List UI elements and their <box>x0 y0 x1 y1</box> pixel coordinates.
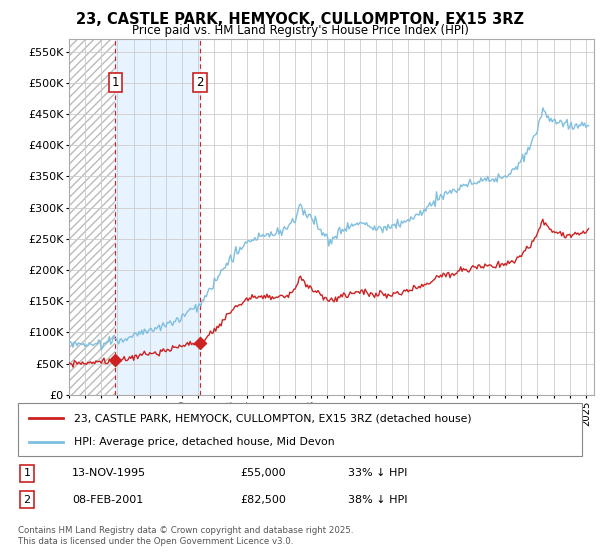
Text: 23, CASTLE PARK, HEMYOCK, CULLOMPTON, EX15 3RZ (detached house): 23, CASTLE PARK, HEMYOCK, CULLOMPTON, EX… <box>74 413 472 423</box>
Text: 38% ↓ HPI: 38% ↓ HPI <box>348 494 407 505</box>
Text: 2: 2 <box>23 494 31 505</box>
Text: 1: 1 <box>23 468 31 478</box>
Text: HPI: Average price, detached house, Mid Devon: HPI: Average price, detached house, Mid … <box>74 436 335 446</box>
Text: 23, CASTLE PARK, HEMYOCK, CULLOMPTON, EX15 3RZ: 23, CASTLE PARK, HEMYOCK, CULLOMPTON, EX… <box>76 12 524 27</box>
Text: Price paid vs. HM Land Registry's House Price Index (HPI): Price paid vs. HM Land Registry's House … <box>131 24 469 36</box>
Text: 1: 1 <box>112 76 119 90</box>
Text: 13-NOV-1995: 13-NOV-1995 <box>72 468 146 478</box>
Text: 33% ↓ HPI: 33% ↓ HPI <box>348 468 407 478</box>
Text: 2: 2 <box>196 76 203 90</box>
Text: 08-FEB-2001: 08-FEB-2001 <box>72 494 143 505</box>
Text: Contains HM Land Registry data © Crown copyright and database right 2025.
This d: Contains HM Land Registry data © Crown c… <box>18 526 353 546</box>
Text: £55,000: £55,000 <box>240 468 286 478</box>
FancyBboxPatch shape <box>18 403 582 456</box>
Text: £82,500: £82,500 <box>240 494 286 505</box>
